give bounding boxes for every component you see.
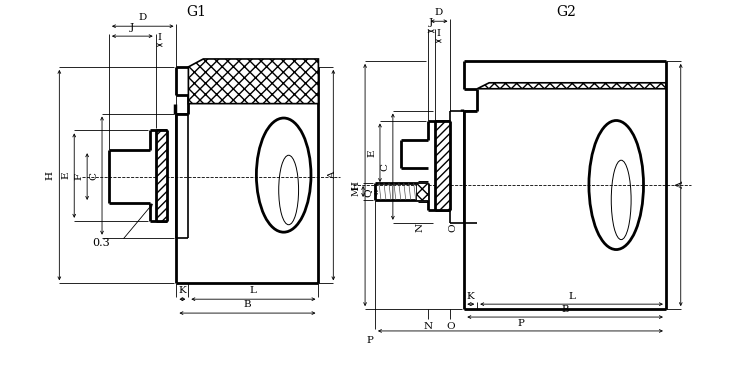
Text: F: F: [74, 173, 83, 180]
Text: K: K: [179, 286, 186, 295]
Text: H: H: [351, 181, 360, 189]
Text: C: C: [380, 163, 389, 170]
Text: M: M: [351, 187, 360, 196]
Text: B: B: [243, 300, 252, 309]
Text: N: N: [423, 322, 432, 331]
Text: E: E: [62, 172, 71, 179]
Text: 0.3: 0.3: [92, 238, 110, 248]
Text: I: I: [436, 29, 441, 38]
Text: P: P: [366, 336, 373, 345]
Text: J: J: [429, 18, 433, 27]
Text: G1: G1: [186, 5, 207, 19]
Text: G2: G2: [556, 5, 577, 19]
Bar: [155, 130, 167, 221]
Text: Q: Q: [363, 188, 372, 197]
Text: O: O: [448, 223, 457, 232]
Text: L: L: [250, 286, 257, 295]
Text: L: L: [568, 292, 575, 301]
Polygon shape: [477, 83, 666, 89]
Text: H: H: [45, 170, 54, 180]
Bar: [416, 183, 427, 200]
Text: D: D: [139, 13, 147, 22]
Text: E: E: [367, 149, 376, 156]
Text: C: C: [89, 172, 98, 180]
Text: J: J: [130, 23, 134, 32]
Text: P: P: [517, 319, 524, 328]
Text: B: B: [561, 305, 569, 314]
Text: A: A: [676, 181, 685, 189]
Polygon shape: [189, 59, 318, 104]
Text: I: I: [158, 33, 161, 42]
Text: K: K: [467, 292, 475, 301]
Bar: [435, 121, 451, 210]
Text: O: O: [446, 322, 455, 331]
Text: N: N: [415, 223, 424, 232]
Text: D: D: [435, 8, 443, 17]
Text: A: A: [328, 171, 337, 179]
